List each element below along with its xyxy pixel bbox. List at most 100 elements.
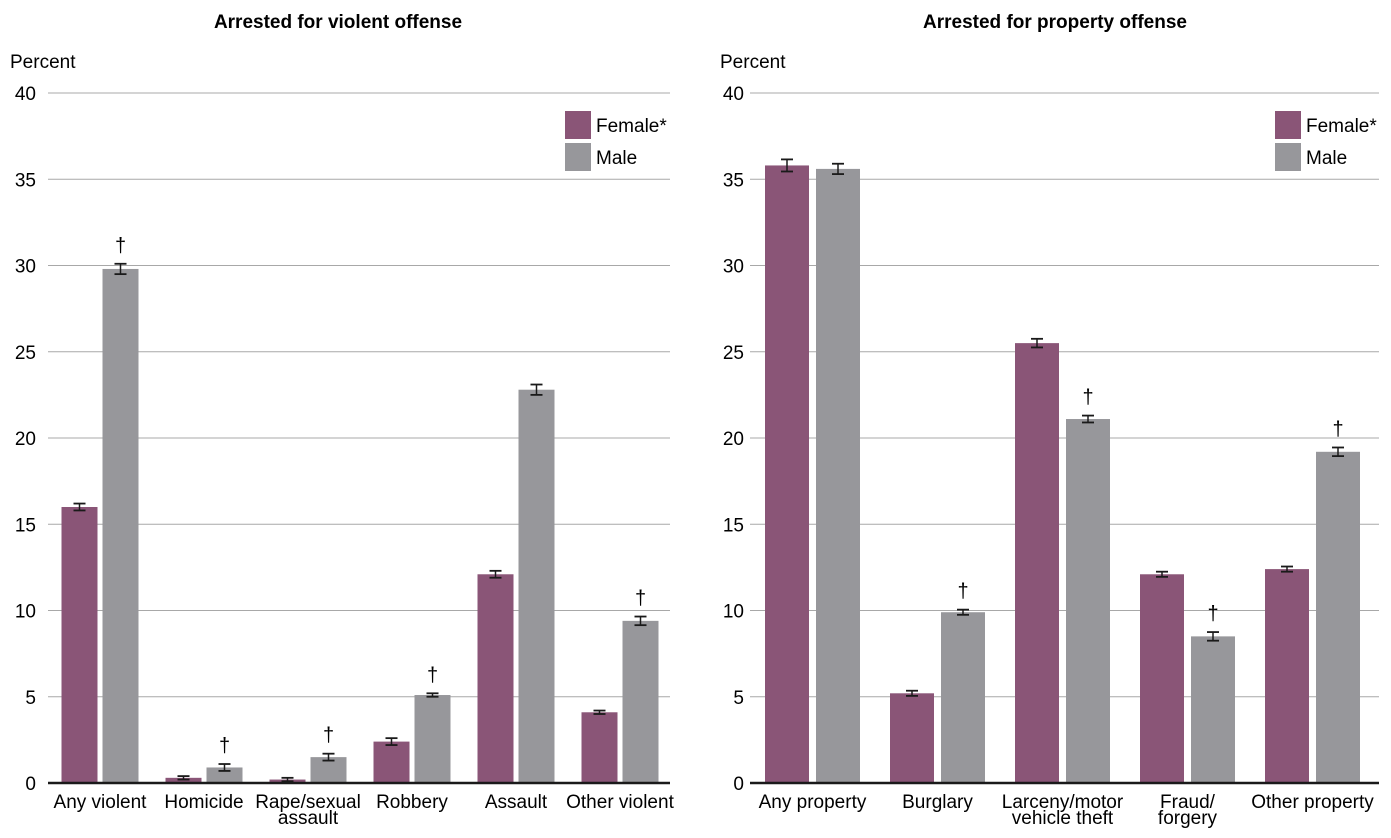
chart-title: Arrested for property offense — [923, 12, 1187, 33]
violent-offense-chart: Arrested for violent offense Percent 0 5 10 1… — [10, 12, 675, 829]
error-bar — [1156, 570, 1168, 578]
x-tick-label: Larceny/motor vehicle theft — [1002, 792, 1124, 829]
bar-male — [206, 767, 243, 783]
x-tick-line: Assault — [485, 792, 548, 813]
x-tick-label: Any property — [759, 792, 867, 813]
error-bar — [73, 502, 86, 512]
y-tick-label: 5 — [25, 688, 36, 709]
significance-marker: † — [1207, 603, 1218, 625]
significance-marker: † — [115, 235, 126, 257]
x-tick-line: Other violent — [566, 792, 674, 813]
x-tick-line: Burglary — [902, 792, 973, 813]
error-bar — [426, 692, 439, 698]
legend-swatch-female — [565, 111, 591, 139]
bar-female — [61, 507, 98, 783]
bar-male — [622, 620, 659, 783]
error-bar — [177, 775, 190, 781]
error-bar — [957, 608, 969, 616]
y-tick-label: 40 — [723, 84, 744, 105]
y-tick-label: 0 — [733, 774, 744, 795]
x-tick-label: Any violent — [54, 792, 148, 813]
y-tick-label: 40 — [15, 84, 36, 105]
legend-label: Male — [1306, 148, 1347, 169]
x-tick-line: Any violent — [54, 792, 148, 813]
error-bar — [281, 776, 294, 783]
y-tick-label: 10 — [723, 602, 744, 623]
error-bar — [832, 162, 844, 175]
bar-female — [1265, 569, 1309, 783]
x-tick-line: Rape/sexual — [255, 792, 361, 813]
bar-female — [373, 741, 410, 783]
significance-marker: † — [323, 725, 334, 747]
bar-female — [477, 574, 514, 783]
legend-swatch-female — [1275, 111, 1301, 139]
x-tick-line: Other property — [1251, 792, 1374, 813]
x-tick-line: Larceny/motor — [1002, 792, 1124, 813]
error-bar — [1281, 565, 1293, 573]
x-tick-label: Assault — [485, 792, 548, 813]
x-tick-label: Fraud/forgery — [1158, 792, 1218, 829]
significance-marker: † — [1082, 387, 1093, 409]
error-bar — [114, 262, 127, 276]
legend-label: Female* — [1306, 116, 1377, 137]
error-bar — [634, 615, 647, 627]
significance-marker: † — [1332, 418, 1343, 440]
x-tick-line: assault — [278, 808, 339, 829]
error-bar — [1082, 414, 1094, 424]
bar-male — [1191, 636, 1235, 783]
x-tick-label: Rape/sexual assault — [255, 792, 361, 829]
significance-marker: † — [427, 664, 438, 686]
error-bar — [781, 158, 793, 173]
x-tick-line: Any property — [759, 792, 867, 813]
y-tick-label: 20 — [723, 429, 744, 450]
x-tick-line: Robbery — [376, 792, 448, 813]
error-bar — [322, 752, 335, 762]
x-tick-line: Fraud/ — [1160, 792, 1216, 813]
y-tick-label: 20 — [15, 429, 36, 450]
x-tick-line: forgery — [1158, 808, 1218, 829]
property-offense-chart: Arrested for property offense Percent 0 5 10… — [720, 12, 1379, 829]
error-bar — [489, 569, 502, 579]
y-tick-label: 25 — [15, 343, 36, 364]
error-bar — [1332, 446, 1344, 458]
bar-male — [518, 389, 555, 783]
x-tick-line: vehicle theft — [1012, 808, 1114, 829]
legend-swatch-male — [1275, 143, 1301, 171]
bar-male — [102, 268, 139, 783]
significance-marker: † — [219, 735, 230, 757]
bar-male — [1066, 419, 1110, 783]
error-bar — [385, 737, 398, 746]
y-tick-label: 0 — [25, 774, 36, 795]
error-bar — [1207, 631, 1219, 642]
bar-male — [816, 168, 860, 783]
x-tick-label: Other violent — [566, 792, 674, 813]
x-tick-label: Burglary — [902, 792, 973, 813]
y-tick-label: 5 — [733, 688, 744, 709]
y-tick-label: 30 — [15, 257, 36, 278]
x-tick-label: Homicide — [164, 792, 243, 813]
y-tick-label: 35 — [15, 170, 36, 191]
y-tick-label: 10 — [15, 602, 36, 623]
significance-marker: † — [635, 588, 646, 610]
y-tick-label: 25 — [723, 343, 744, 364]
error-bar — [530, 383, 543, 396]
bar-female — [581, 712, 618, 783]
error-bar — [218, 763, 231, 772]
error-bar — [1031, 337, 1043, 349]
y-tick-label: 30 — [723, 257, 744, 278]
bar-female — [765, 165, 809, 783]
y-axis-label: Percent — [720, 52, 786, 73]
y-tick-label: 35 — [723, 170, 744, 191]
error-bar — [593, 709, 606, 715]
x-tick-label: Robbery — [376, 792, 448, 813]
legend-label: Male — [596, 148, 637, 169]
bar-male — [1316, 451, 1360, 783]
legend-swatch-male — [565, 143, 591, 171]
x-tick-line: Homicide — [164, 792, 243, 813]
bar-female — [890, 693, 934, 783]
chart-title: Arrested for violent offense — [214, 12, 462, 33]
y-tick-label: 15 — [723, 515, 744, 536]
y-axis-label: Percent — [10, 52, 76, 73]
bar-male — [414, 695, 451, 783]
